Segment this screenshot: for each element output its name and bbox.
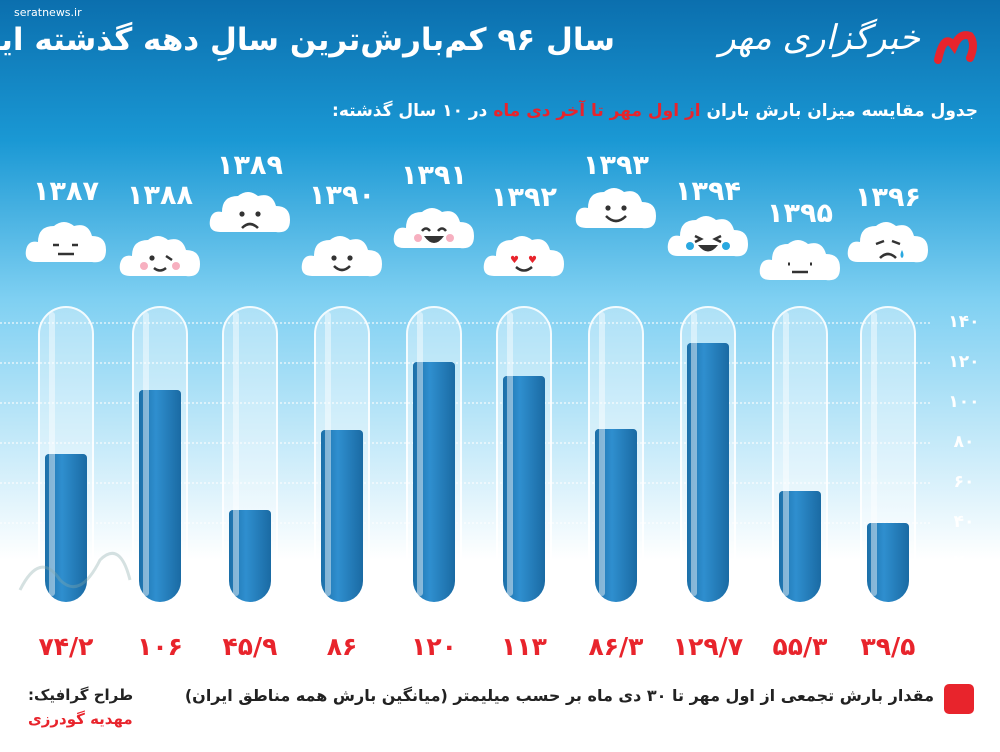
bar-shine [49, 312, 55, 596]
bar [229, 510, 271, 602]
bar [867, 523, 909, 602]
bar-tube [588, 306, 644, 608]
y-tick-label: ۶۰ [953, 472, 975, 492]
bar [45, 453, 87, 602]
bar-shine [599, 312, 605, 596]
bar-tube [772, 306, 828, 608]
value-label: ۱۰۶ [137, 632, 183, 661]
bar-shine [143, 312, 149, 596]
category-label: ۱۳۹۱ [401, 160, 467, 191]
agency-name: خبرگزاری مهر [719, 18, 920, 58]
bar [503, 376, 545, 602]
watermark: seratnews.ir [14, 6, 82, 19]
gridline [0, 482, 930, 484]
bar [779, 491, 821, 602]
cloud-flat-icon [756, 230, 844, 294]
value-label: ۳۹/۵ [860, 632, 916, 661]
cloud-love-icon: ♥ ♥ [480, 226, 568, 290]
value-label: ۸۶ [326, 632, 358, 661]
bar [595, 429, 637, 602]
cloud-sad-icon [206, 182, 294, 246]
credit-title: طراح گرافیک: [28, 686, 134, 704]
bar-shine [233, 312, 239, 596]
y-tick-label: ۰ [958, 592, 970, 612]
value-label: ۱۲۰ [411, 632, 457, 661]
cloud-tears-joy-icon [664, 206, 752, 270]
bar [139, 390, 181, 602]
bar-shine [783, 312, 789, 596]
bar-shine [507, 312, 513, 596]
bar-tube [496, 306, 552, 608]
gridline [0, 362, 930, 364]
cloud-neutral-icon [22, 212, 110, 276]
category-label: ۱۳۹۲ [491, 182, 557, 213]
bar [687, 342, 729, 602]
cloud-blush-icon [116, 226, 204, 290]
y-tick-label: ۱۰۰ [948, 392, 980, 412]
bar [321, 430, 363, 602]
y-tick-label: ۸۰ [953, 432, 975, 452]
bar [413, 362, 455, 602]
category-label: ۱۳۸۷ [33, 176, 99, 207]
value-label: ۱۲۹/۷ [672, 632, 744, 661]
cloud-cry-icon [844, 212, 932, 276]
legend-text: مقدار بارش تجمعی از اول مهر تا ۳۰ دی ماه… [184, 686, 934, 705]
agency-logo-icon [934, 31, 977, 64]
gridline [0, 602, 930, 604]
value-label: ۵۵/۳ [772, 632, 828, 661]
header: seratnews.ir سال ۹۶ کم‌بارش‌ترین سالِ ده… [0, 0, 1000, 88]
bar-tube [680, 306, 736, 608]
bar-tube [406, 306, 462, 608]
bar-shine [871, 312, 877, 596]
legend-swatch [944, 684, 974, 714]
y-tick-label: ۴۰ [953, 512, 975, 532]
signature-watermark [18, 551, 132, 591]
bar-shine [417, 312, 423, 596]
value-label: ۱۱۳ [501, 632, 547, 661]
value-label: ۸۶/۳ [588, 632, 644, 661]
bar-tube [132, 306, 188, 608]
bar-tube [860, 306, 916, 608]
bar-shine [691, 312, 697, 596]
subtitle-part2: در ۱۰ سال گذشته: [332, 101, 488, 121]
bar-shine [325, 312, 331, 596]
svg-text:♥: ♥ [510, 255, 519, 266]
gridline [0, 322, 930, 324]
y-tick-label: ۱۲۰ [948, 352, 980, 372]
cloud-happy-icon [298, 226, 386, 290]
gridline [0, 402, 930, 404]
category-label: ۱۳۹۵ [767, 198, 833, 229]
category-label: ۱۳۹۰ [309, 180, 375, 211]
credit-name: مهدیه گودرزی [28, 710, 133, 728]
subtitle-part1: جدول مقایسه میزان بارش باران [706, 101, 978, 121]
gridline [0, 522, 930, 524]
bar-tube [314, 306, 370, 608]
value-label: ۷۴/۲ [38, 632, 94, 661]
gridline [0, 562, 930, 564]
category-label: ۱۳۹۶ [855, 182, 921, 213]
cloud-smile-icon [572, 178, 660, 242]
category-label: ۱۳۹۴ [675, 176, 741, 207]
cloud-laugh-icon [390, 198, 478, 262]
gridline [0, 442, 930, 444]
y-tick-label: ۲۰ [953, 552, 975, 572]
value-label: ۴۵/۹ [222, 632, 278, 661]
chart-subtitle: جدول مقایسه میزان بارش باران از اول مهر … [332, 101, 978, 121]
category-label: ۱۳۸۸ [127, 180, 193, 211]
subtitle-highlight: از اول مهر تا آخر دی ماه [493, 101, 701, 121]
bar-tube [222, 306, 278, 608]
y-tick-label: ۱۴۰ [948, 312, 980, 332]
page-title: سال ۹۶ کم‌بارش‌ترین سالِ دهه گذشته ایران [0, 22, 615, 58]
bar-tube [38, 306, 94, 608]
category-label: ۱۳۹۳ [583, 150, 649, 181]
category-label: ۱۳۸۹ [217, 150, 283, 181]
svg-text:♥: ♥ [528, 255, 537, 266]
